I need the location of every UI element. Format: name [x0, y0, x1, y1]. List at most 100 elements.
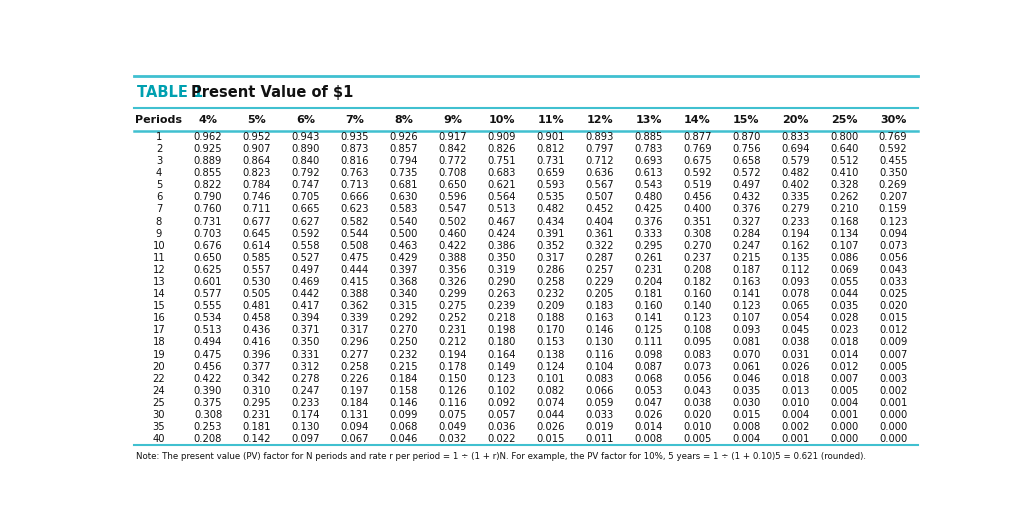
- Text: 0.822: 0.822: [194, 180, 222, 190]
- Text: 0.747: 0.747: [292, 180, 321, 190]
- Text: 0.746: 0.746: [243, 192, 271, 202]
- Text: 0.455: 0.455: [879, 156, 907, 166]
- Text: 0.665: 0.665: [292, 205, 321, 215]
- Text: 0.068: 0.068: [634, 374, 663, 384]
- Text: 0.482: 0.482: [537, 205, 565, 215]
- Text: 0.500: 0.500: [389, 228, 418, 239]
- Text: 0.258: 0.258: [537, 277, 565, 287]
- Text: 11: 11: [153, 253, 165, 263]
- Text: 0.036: 0.036: [487, 422, 516, 432]
- Text: 10: 10: [153, 241, 165, 251]
- Text: 0.368: 0.368: [389, 277, 418, 287]
- Text: 14: 14: [153, 289, 165, 299]
- Text: 0.208: 0.208: [194, 434, 222, 444]
- Text: 0.585: 0.585: [243, 253, 271, 263]
- Text: 7: 7: [156, 205, 162, 215]
- Text: 3: 3: [156, 156, 162, 166]
- Text: 0.008: 0.008: [634, 434, 663, 444]
- Text: 0.625: 0.625: [194, 265, 222, 275]
- Text: 0.178: 0.178: [438, 361, 467, 372]
- Text: 0.579: 0.579: [781, 156, 810, 166]
- Text: 0.555: 0.555: [194, 301, 222, 311]
- Text: 11%: 11%: [538, 114, 564, 125]
- Text: 0.352: 0.352: [537, 241, 565, 251]
- Text: 0.098: 0.098: [634, 349, 663, 359]
- Text: 0.812: 0.812: [537, 144, 565, 154]
- Text: 0.257: 0.257: [586, 265, 613, 275]
- Text: 0.159: 0.159: [879, 205, 907, 215]
- Text: 0.261: 0.261: [634, 253, 663, 263]
- Text: 0.592: 0.592: [879, 144, 907, 154]
- Text: 0.308: 0.308: [194, 410, 222, 420]
- Text: 0.308: 0.308: [683, 228, 712, 239]
- Text: 0.429: 0.429: [389, 253, 418, 263]
- Text: 0.061: 0.061: [732, 361, 761, 372]
- Text: 0.333: 0.333: [634, 228, 663, 239]
- Text: 12%: 12%: [586, 114, 612, 125]
- Text: 0.857: 0.857: [389, 144, 418, 154]
- Text: 0.026: 0.026: [634, 410, 663, 420]
- Text: 0.694: 0.694: [781, 144, 810, 154]
- Text: 0.107: 0.107: [732, 313, 761, 323]
- Text: 0.375: 0.375: [194, 398, 222, 408]
- Text: 0.497: 0.497: [732, 180, 761, 190]
- Text: 14%: 14%: [684, 114, 711, 125]
- Text: 0.712: 0.712: [586, 156, 613, 166]
- Text: 0.000: 0.000: [830, 422, 858, 432]
- Text: 0.703: 0.703: [194, 228, 222, 239]
- Text: 0.284: 0.284: [732, 228, 761, 239]
- Text: 0.158: 0.158: [389, 386, 418, 396]
- Text: 0.181: 0.181: [634, 289, 663, 299]
- Text: 0.331: 0.331: [292, 349, 321, 359]
- Text: 0.263: 0.263: [487, 289, 516, 299]
- Text: 0.456: 0.456: [683, 192, 712, 202]
- Text: 0.564: 0.564: [487, 192, 516, 202]
- Text: 0.001: 0.001: [879, 398, 907, 408]
- Text: 0.056: 0.056: [879, 253, 907, 263]
- Text: 0.864: 0.864: [243, 156, 271, 166]
- Text: 0.342: 0.342: [243, 374, 271, 384]
- Text: 0.035: 0.035: [830, 301, 858, 311]
- Text: 0.452: 0.452: [586, 205, 613, 215]
- Text: 0.507: 0.507: [586, 192, 613, 202]
- Text: 0.351: 0.351: [683, 217, 712, 227]
- Text: 0.621: 0.621: [487, 180, 516, 190]
- Text: 0.038: 0.038: [781, 338, 809, 348]
- Text: 8: 8: [156, 217, 162, 227]
- Text: 0.391: 0.391: [537, 228, 565, 239]
- Text: 0.335: 0.335: [781, 192, 810, 202]
- Text: 0.436: 0.436: [243, 325, 271, 335]
- Text: 0.350: 0.350: [879, 168, 907, 178]
- Text: 0.705: 0.705: [292, 192, 321, 202]
- Text: 0.855: 0.855: [194, 168, 222, 178]
- Text: 0.650: 0.650: [194, 253, 222, 263]
- Text: 0.053: 0.053: [634, 386, 663, 396]
- Text: 0.068: 0.068: [389, 422, 418, 432]
- Text: 0.784: 0.784: [243, 180, 271, 190]
- Text: 0.209: 0.209: [537, 301, 565, 311]
- Text: 0.075: 0.075: [438, 410, 467, 420]
- Text: 0.475: 0.475: [194, 349, 222, 359]
- Text: 0.108: 0.108: [683, 325, 712, 335]
- Text: 0.056: 0.056: [683, 374, 712, 384]
- Text: 0.001: 0.001: [781, 434, 810, 444]
- Text: 0.032: 0.032: [438, 434, 467, 444]
- Text: 0.086: 0.086: [830, 253, 858, 263]
- Text: 0.182: 0.182: [683, 277, 712, 287]
- Text: 0.000: 0.000: [879, 434, 907, 444]
- Text: 0.711: 0.711: [243, 205, 271, 215]
- Text: 0.513: 0.513: [194, 325, 222, 335]
- Text: 0.250: 0.250: [389, 338, 418, 348]
- Text: 0.237: 0.237: [683, 253, 712, 263]
- Text: 0.386: 0.386: [487, 241, 516, 251]
- Text: 0.035: 0.035: [732, 386, 761, 396]
- Text: 0.160: 0.160: [634, 301, 663, 311]
- Text: 0.010: 0.010: [781, 398, 810, 408]
- Text: 0.163: 0.163: [732, 277, 761, 287]
- Text: 35: 35: [153, 422, 165, 432]
- Text: 0.043: 0.043: [879, 265, 907, 275]
- Text: 0.842: 0.842: [438, 144, 467, 154]
- Text: 0.577: 0.577: [194, 289, 222, 299]
- Text: 0.094: 0.094: [341, 422, 369, 432]
- Text: 0.004: 0.004: [732, 434, 761, 444]
